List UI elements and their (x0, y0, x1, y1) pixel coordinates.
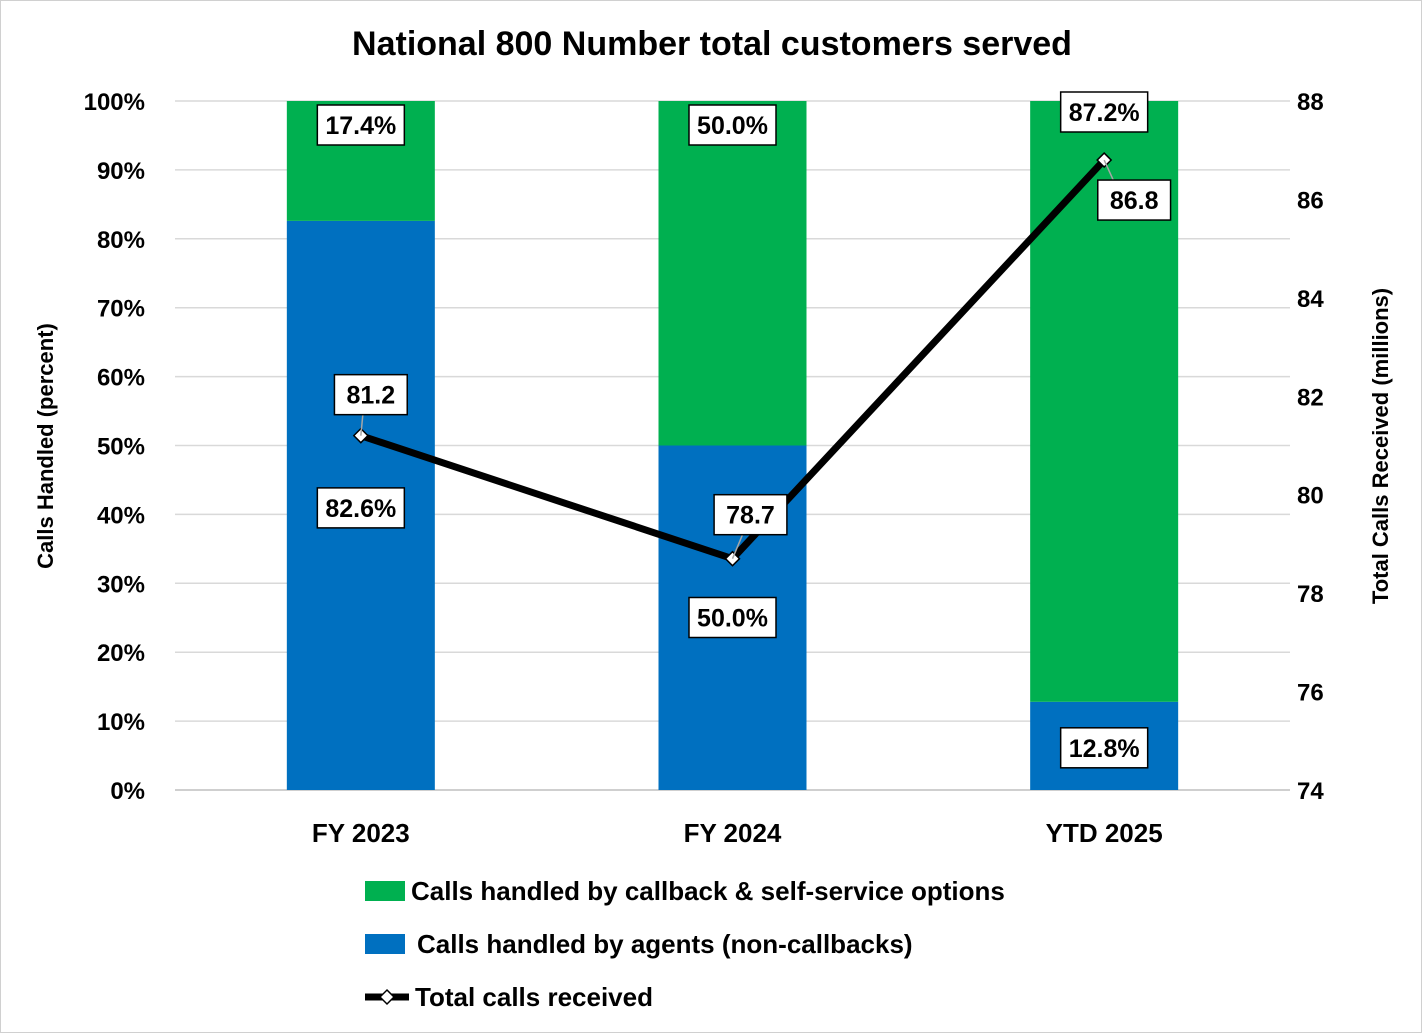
data-label-box (1097, 179, 1172, 221)
line-label-leader (1103, 159, 1115, 183)
total-data-label: 78.7 (713, 493, 788, 536)
legend-label-total: Total calls received (415, 982, 653, 1012)
agents-data-label: 82.6% (316, 487, 406, 529)
y2-tick-label: 88 (1297, 89, 1324, 116)
total-data-label: 86.8 (1097, 179, 1172, 221)
data-label-box (316, 104, 406, 146)
data-label-box (316, 487, 406, 529)
agents-data-label: 12.8% (1059, 727, 1149, 769)
y2-tick-label: 82 (1297, 384, 1324, 411)
y-tick-label: 10% (97, 709, 145, 736)
legend-marker-total (378, 988, 396, 1006)
data-label: 50.0% (697, 605, 768, 633)
y-tick-label: 40% (97, 502, 145, 529)
legend-swatch-agents (365, 934, 405, 954)
data-label: 82.6% (325, 495, 396, 523)
total-calls-line (352, 151, 1115, 567)
data-label-box (713, 493, 788, 536)
callback-data-label: 50.0% (688, 104, 777, 146)
legend-swatch-callback (365, 881, 405, 901)
data-label: 78.7 (726, 502, 775, 530)
data-label-box (1059, 91, 1149, 133)
y-tick-label: 90% (97, 158, 145, 185)
y2-axis-label: Total Calls Received (millions) (1368, 288, 1393, 604)
y-tick-label: 60% (97, 365, 145, 392)
agents-data-label: 50.0% (688, 596, 777, 639)
data-label: 86.8 (1110, 187, 1159, 215)
data-label-box (688, 596, 777, 639)
data-labels: 17.4% 82.6% 50.0% 50.0% 87.2% 12.8% 81.2 78.7 86… (316, 91, 1172, 769)
data-label-box (1059, 727, 1149, 769)
line-label-leader (360, 414, 364, 436)
data-label: 12.8% (1069, 735, 1140, 763)
x-tick-label: FY 2024 (684, 818, 782, 848)
y-tick-label: 0% (110, 778, 145, 805)
data-label: 81.2 (346, 382, 395, 410)
line-label-leader (731, 534, 744, 559)
data-label-box (333, 373, 408, 416)
bars (286, 101, 1179, 791)
total-data-label: 81.2 (333, 373, 408, 416)
data-label: 17.4% (325, 112, 396, 140)
x-tick-label: YTD 2025 (1046, 818, 1163, 848)
y-axis-label: Calls Handled (percent) (33, 323, 58, 569)
data-label: 50.0% (697, 112, 768, 140)
x-tick-label: FY 2023 (312, 818, 410, 848)
y-tick-label: 100% (84, 89, 145, 116)
data-label: 87.2% (1069, 99, 1140, 127)
callback-data-label: 17.4% (316, 104, 406, 146)
y2-tick-label: 76 (1297, 680, 1324, 707)
y-tick-label: 50% (97, 434, 145, 461)
y2-tick-label: 86 (1297, 187, 1324, 214)
y2-tick-label: 80 (1297, 483, 1324, 510)
y-tick-label: 20% (97, 640, 145, 667)
chart-title: National 800 Number total customers serv… (352, 25, 1072, 63)
y2-tick-label: 74 (1297, 778, 1324, 805)
axes: 0% 10% 20% 30% 40% 50% 60% 70% 80% 90% 100% 74 76 78 8… (84, 89, 1325, 848)
data-label-box (688, 104, 777, 146)
y2-tick-label: 78 (1297, 581, 1324, 608)
y2-tick-label: 84 (1297, 286, 1324, 313)
y-tick-label: 80% (97, 227, 145, 254)
bar-callback (658, 101, 807, 446)
y-tick-label: 70% (97, 296, 145, 323)
legend-label-callback: Calls handled by callback & self-service… (411, 876, 1005, 906)
legend-label-agents: Calls handled by agents (non-callbacks) (417, 929, 913, 959)
legend: Calls handled by callback & self-service… (365, 876, 1005, 1012)
callback-data-label: 87.2% (1059, 91, 1149, 133)
y-tick-label: 30% (97, 571, 145, 598)
